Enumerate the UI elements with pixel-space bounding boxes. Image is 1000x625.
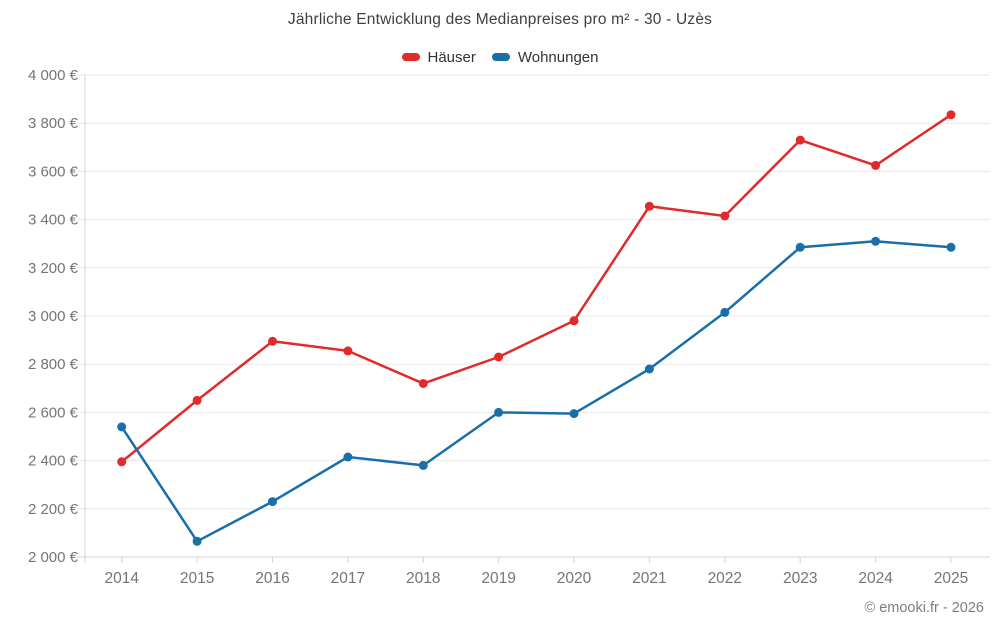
y-axis-tick-label: 3 800 € (28, 115, 79, 132)
x-axis-tick-label: 2024 (858, 570, 893, 587)
data-point-wohnungen-2024 (871, 236, 881, 246)
y-axis-tick-label: 2 200 € (28, 501, 79, 518)
data-point-häuser-2025 (946, 110, 956, 120)
data-point-wohnungen-2025 (946, 242, 956, 252)
data-point-wohnungen-2022 (720, 307, 730, 317)
data-point-wohnungen-2023 (795, 242, 805, 252)
data-point-häuser-2014 (117, 457, 127, 467)
x-axis-tick-label: 2021 (632, 570, 666, 587)
data-point-häuser-2019 (494, 352, 504, 362)
data-point-häuser-2024 (871, 160, 881, 170)
y-axis-tick-label: 2 600 € (28, 404, 79, 421)
x-axis-tick-label: 2015 (180, 570, 214, 587)
y-axis-tick-label: 3 600 € (28, 163, 79, 180)
x-axis-tick-label: 2017 (331, 570, 365, 587)
x-axis-tick-label: 2018 (406, 570, 440, 587)
data-point-wohnungen-2014 (117, 422, 127, 432)
data-point-häuser-2016 (268, 336, 277, 346)
data-point-wohnungen-2021 (644, 364, 654, 374)
y-axis-tick-label: 3 000 € (28, 308, 79, 325)
legend-label: Wohnungen (517, 48, 599, 66)
y-axis-tick-label: 4 000 € (28, 67, 79, 84)
legend-item-wohnungen[interactable]: Wohnungen (491, 48, 599, 66)
data-point-häuser-2022 (720, 211, 730, 221)
x-axis-tick-label: 2022 (708, 570, 742, 587)
chart-legend: Häuser Wohnungen (0, 46, 1000, 68)
data-point-wohnungen-2019 (494, 407, 504, 417)
legend-item-häuser[interactable]: Häuser (401, 48, 476, 66)
data-point-wohnungen-2015 (192, 536, 202, 546)
x-axis-tick-label: 2025 (934, 570, 968, 587)
chart-title: Jährliche Entwicklung des Medianpreises … (287, 11, 713, 28)
legend-swatch-icon (401, 53, 420, 61)
x-axis-tick-label: 2023 (783, 570, 817, 587)
series-line-wohnungen (120, 240, 953, 543)
y-axis-tick-label: 2 000 € (28, 549, 79, 566)
x-axis-tick-label: 2019 (481, 570, 515, 587)
data-point-häuser-2021 (644, 201, 654, 211)
data-point-häuser-2020 (569, 316, 579, 326)
x-axis-tick-label: 2014 (104, 570, 139, 587)
data-point-wohnungen-2017 (343, 452, 353, 462)
data-point-wohnungen-2020 (569, 409, 579, 419)
data-point-häuser-2023 (795, 135, 805, 145)
y-axis-tick-label: 2 800 € (28, 356, 79, 373)
data-point-wohnungen-2018 (418, 460, 428, 470)
x-axis-tick-label: 2020 (557, 570, 592, 587)
data-point-wohnungen-2016 (268, 497, 277, 507)
y-axis-tick-label: 3 400 € (28, 212, 79, 229)
copyright-text: © emooki.fr - 2026 (864, 600, 984, 616)
data-point-häuser-2018 (418, 379, 428, 388)
y-axis-tick-label: 2 400 € (28, 453, 79, 470)
y-axis-tick-label: 3 200 € (28, 260, 79, 277)
legend-swatch-icon (491, 53, 510, 61)
series-line-häuser (120, 113, 953, 464)
data-point-häuser-2017 (343, 346, 353, 356)
legend-label: Häuser (427, 48, 476, 66)
data-point-häuser-2015 (192, 395, 202, 405)
x-axis-tick-label: 2016 (255, 570, 289, 587)
